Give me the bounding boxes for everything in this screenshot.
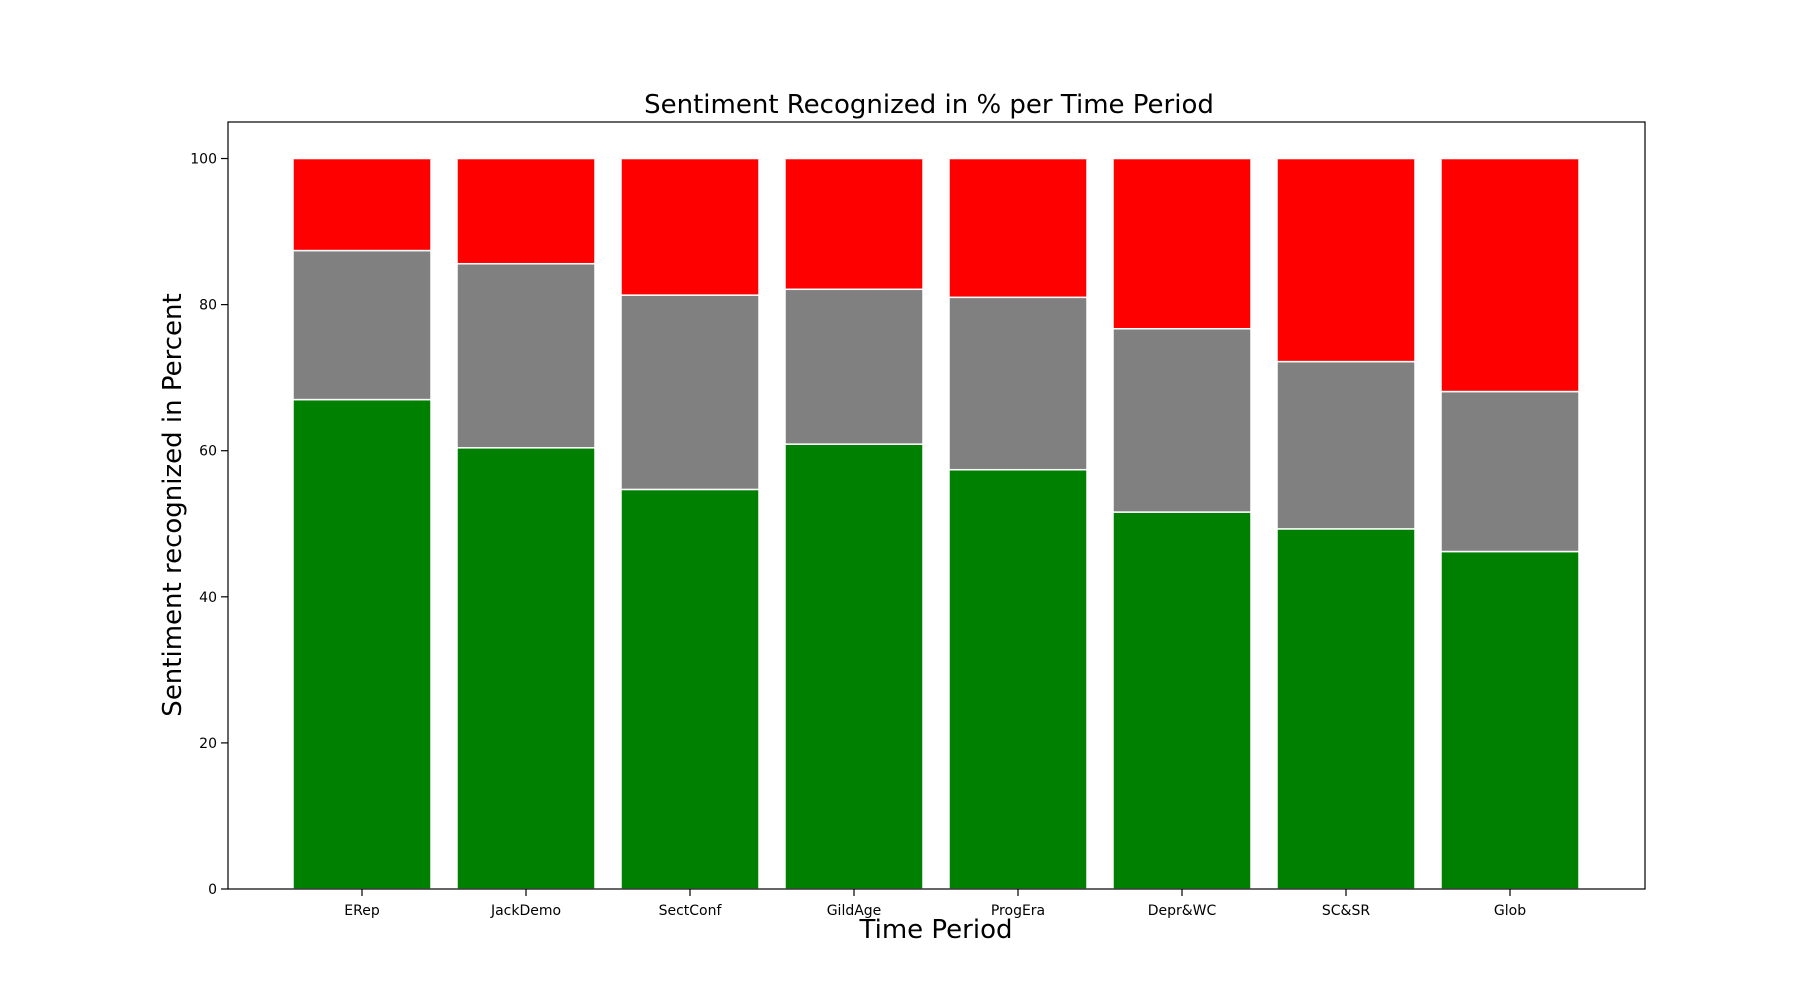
bars-group [292, 157, 1580, 890]
bar-sc-sr-segment-3 [1276, 157, 1416, 363]
bar-sectconf-segment-3 [620, 157, 760, 296]
bar-sectconf-segment-2 [620, 294, 760, 491]
bar-jackdemo-segment-1 [456, 447, 596, 890]
bar-progera-segment-3 [948, 157, 1088, 299]
y-tick-label: 100 [190, 152, 217, 168]
bar-jackdemo-segment-2 [456, 262, 596, 449]
y-tick-label: 0 [208, 882, 217, 898]
x-tick-label: JackDemo [490, 903, 561, 919]
bar-erep-segment-1 [292, 398, 432, 890]
bar-sc-sr-segment-2 [1276, 360, 1416, 530]
bar-gildage-segment-2 [784, 288, 924, 445]
bar-progera-segment-2 [948, 296, 1088, 471]
y-tick-label: 20 [199, 736, 217, 752]
x-axis-title: Time Period [859, 915, 1013, 945]
x-tick-label: Depr&WC [1148, 903, 1217, 919]
x-axis: ERep JackDemo SectConf GildAge ProgEra Depr&W… [344, 889, 1526, 919]
y-tick-label: 60 [199, 444, 217, 460]
plot-frame [227, 121, 1646, 890]
bar-jackdemo-segment-3 [456, 157, 596, 265]
bar-gildage-segment-3 [784, 157, 924, 291]
x-tick-label: GildAge [827, 903, 882, 919]
bar-glob-segment-3 [1440, 157, 1580, 393]
x-tick-label: ERep [344, 903, 380, 919]
bar-sc-sr-segment-1 [1276, 528, 1416, 890]
x-tick-label: SectConf [659, 903, 723, 919]
bar-gildage-segment-1 [784, 443, 924, 890]
y-axis-title: Sentiment recognized in Percent [158, 293, 188, 716]
x-tick-label: ProgEra [991, 903, 1045, 919]
bar-depr-wc-segment-1 [1112, 511, 1252, 890]
bar-sectconf-segment-1 [620, 488, 760, 890]
bar-progera-segment-1 [948, 468, 1088, 890]
chart-title: Sentiment Recognized in % per Time Perio… [644, 90, 1214, 120]
x-tick-label: Glob [1494, 903, 1526, 919]
bar-glob-segment-1 [1440, 550, 1580, 890]
x-tick-label: SC&SR [1322, 903, 1370, 919]
y-tick-label: 80 [199, 298, 217, 314]
bar-erep-segment-3 [292, 157, 432, 252]
bar-depr-wc-segment-3 [1112, 157, 1252, 330]
bar-erep-segment-2 [292, 249, 432, 401]
y-tick-label: 40 [199, 590, 217, 606]
bar-glob-segment-2 [1440, 390, 1580, 553]
y-axis: 0 20 40 60 80 100 [190, 152, 228, 898]
bar-depr-wc-segment-2 [1112, 327, 1252, 513]
